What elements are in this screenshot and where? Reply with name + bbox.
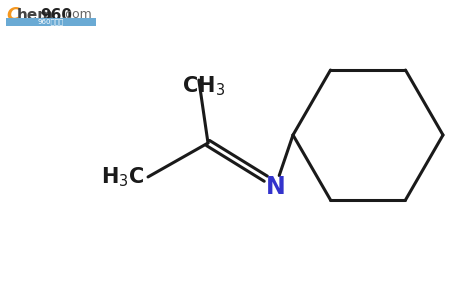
Text: N: N	[266, 175, 286, 199]
Text: 960: 960	[40, 8, 72, 23]
FancyBboxPatch shape	[6, 18, 96, 26]
Text: 960化工网: 960化工网	[38, 19, 64, 25]
Text: CH$_3$: CH$_3$	[182, 74, 226, 98]
Text: .com: .com	[62, 8, 93, 21]
Text: H$_3$C: H$_3$C	[101, 165, 145, 189]
Text: hem: hem	[17, 8, 54, 23]
Text: C: C	[6, 6, 19, 24]
